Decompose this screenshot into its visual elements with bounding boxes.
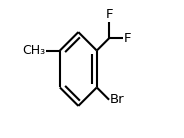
Text: Br: Br [110, 93, 124, 106]
Text: F: F [123, 32, 131, 45]
Text: CH₃: CH₃ [22, 44, 46, 57]
Text: F: F [105, 8, 113, 21]
